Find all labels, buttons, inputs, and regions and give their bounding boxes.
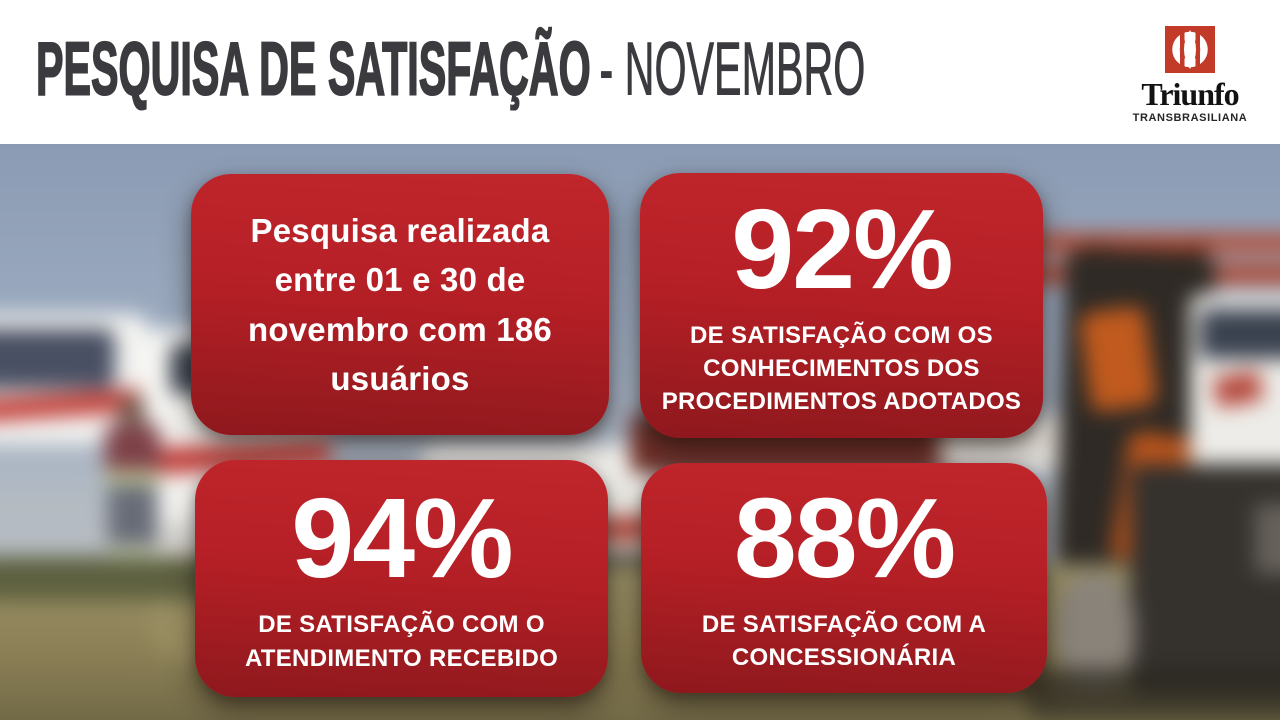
stat-label-concessionaire: DE SATISFAÇÃO COM A CONCESSIONÁRIA — [701, 610, 987, 671]
worker-hivis-band — [105, 471, 160, 483]
worker-legs — [108, 484, 158, 556]
card-procedures-satisfaction: 92% DE SATISFAÇÃO COM OS CONHECIMENTOS D… — [640, 173, 1043, 438]
stat-label-procedures: DE SATISFAÇÃO COM OS CONHECIMENTOS DOS P… — [661, 321, 1022, 416]
slide-title-text: PESQUISA DE SATISFAÇÃO - NOVEMBRO — [35, 30, 865, 107]
slide-title-main: PESQUISA DE SATISFAÇÃO — [35, 26, 591, 111]
dark-truck-right — [1130, 464, 1280, 694]
slide-title: PESQUISA DE SATISFAÇÃO - NOVEMBRO — [35, 30, 1280, 107]
crane-orange-arm-upper — [1078, 304, 1158, 414]
header-bar: PESQUISA DE SATISFAÇÃO - NOVEMBRO Triunfo… — [0, 0, 1280, 144]
truck-grille-right — [1255, 504, 1280, 574]
stat-label-service: DE SATISFAÇÃO COM O ATENDIMENTO RECEBIDO — [244, 611, 559, 672]
worker-torso — [105, 424, 160, 476]
survey-info-text: Pesquisa realizada entre 01 e 30 de nove… — [248, 211, 552, 398]
worker-ankle-band — [108, 546, 158, 556]
worker-head — [118, 396, 146, 426]
slide-title-period: - NOVEMBRO — [599, 26, 866, 111]
card-survey-info: Pesquisa realizada entre 01 e 30 de nove… — [191, 174, 609, 435]
logo-brand-text: Triunfo — [1141, 76, 1239, 112]
triunfo-logo: Triunfo TRANSBRASILIANA — [1128, 26, 1252, 124]
truck-shadow-right — [1024, 668, 1280, 718]
triunfo-logo-icon — [1165, 26, 1215, 73]
stat-value-service: 94% — [291, 475, 513, 602]
card-concessionaire-satisfaction: 88% DE SATISFAÇÃO COM A CONCESSIONÁRIA — [641, 463, 1047, 693]
card-service-satisfaction: 94% DE SATISFAÇÃO COM O ATENDIMENTO RECE… — [195, 460, 608, 697]
stat-value-procedures: 92% — [731, 185, 953, 312]
truck-window-right — [1200, 309, 1280, 359]
truck-window-left — [0, 329, 115, 389]
stat-value-concessionaire: 88% — [733, 474, 956, 601]
logo-subtitle-text: TRANSBRASILIANA — [1132, 112, 1248, 124]
